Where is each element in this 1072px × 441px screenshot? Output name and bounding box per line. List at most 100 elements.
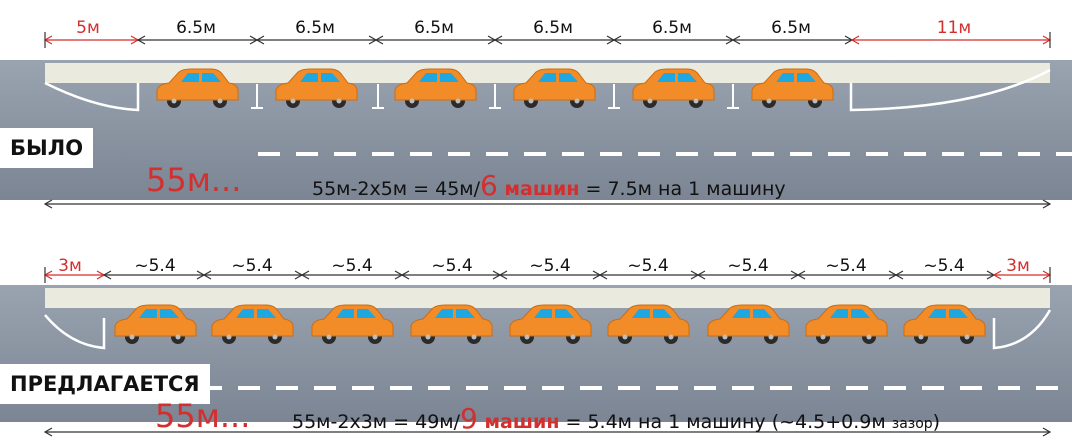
curb-right [849,68,1051,112]
lane-dash [790,152,812,156]
car-hub [217,98,223,104]
car-window [555,309,574,318]
car-hub [647,98,653,104]
dimension-arrow [992,270,1052,280]
car-window [139,309,157,318]
car [211,304,294,344]
dimension-arrow [696,270,800,280]
car-hub [812,98,818,104]
dimension-arrow [136,35,259,45]
lane-dash [466,386,488,390]
car [311,304,394,344]
car-body [903,304,986,337]
lane-dash [922,386,944,390]
dimension-arrow [498,270,602,280]
car-hub [409,98,415,104]
lane-dash [638,152,660,156]
lane-dash [942,152,964,156]
lane-dash [296,152,318,156]
car-body [114,304,197,337]
car-body [211,304,294,337]
parking-separator [372,84,384,109]
car-window [202,73,221,82]
lane-dash [732,386,754,390]
car-hub [964,334,970,340]
dimension-arrow [374,35,497,45]
car-hub [574,98,580,104]
car-hub [820,334,826,340]
lane-dash [618,386,640,390]
car-hub [622,334,628,340]
car-hub [524,334,530,340]
lane-dash [904,152,926,156]
lane-dash [390,386,412,390]
car-window [181,73,199,82]
car-body [805,304,888,337]
dimension-arrow [102,270,206,280]
car-body [513,68,596,101]
curb-left [44,314,106,350]
car-window [440,73,459,82]
curb-left [44,81,140,112]
car [275,68,358,108]
dimension-arrow [731,35,854,45]
lane-dash [580,386,602,390]
curb-right [992,309,1052,350]
car-window [928,309,946,318]
car-window [538,73,556,82]
dimension-arrow [612,35,735,45]
lane-dash [846,386,868,390]
car-window [851,309,870,318]
car-body [410,304,493,337]
parking-separator [608,84,620,109]
dimension-arrow [894,270,996,280]
parking-separator [251,84,263,109]
lane-dash [600,152,622,156]
dimension-arrow [43,270,106,280]
lane-dash [258,152,280,156]
car-body [311,304,394,337]
lane-dash [334,152,356,156]
sidewalk [45,288,1050,308]
lane-dash [866,152,888,156]
car-hub [866,334,872,340]
car-window [753,309,772,318]
lane-dash [998,386,1020,390]
car-hub [129,334,135,340]
lane-dash [372,152,394,156]
car-body [751,68,834,101]
dimension-arrow [255,35,378,45]
car-window [632,309,650,318]
lane-dash [238,386,260,390]
car [805,304,888,344]
lane-dash [1036,386,1058,390]
car-window [797,73,816,82]
car-hub [455,98,461,104]
car-window [559,73,578,82]
lane-dash [714,152,736,156]
car-window [321,73,340,82]
lane-dash [752,152,774,156]
car [513,68,596,108]
lane-dash [486,152,508,156]
car [632,68,715,108]
car-window [678,73,697,82]
car-window [456,309,475,318]
car-body [632,68,715,101]
lane-dash [980,152,1002,156]
dimension-arrow [598,270,700,280]
car-window [336,309,354,318]
car [903,304,986,344]
car-hub [471,334,477,340]
dimension-arrow [300,270,404,280]
car-hub [570,334,576,340]
car-hub [171,98,177,104]
lane-dash [960,386,982,390]
dimension-arrow [796,270,898,280]
car-body [607,304,690,337]
car-hub [226,334,232,340]
lane-dash [410,152,432,156]
car-hub [918,334,924,340]
lane-dash [542,386,564,390]
lane-dash [352,386,374,390]
